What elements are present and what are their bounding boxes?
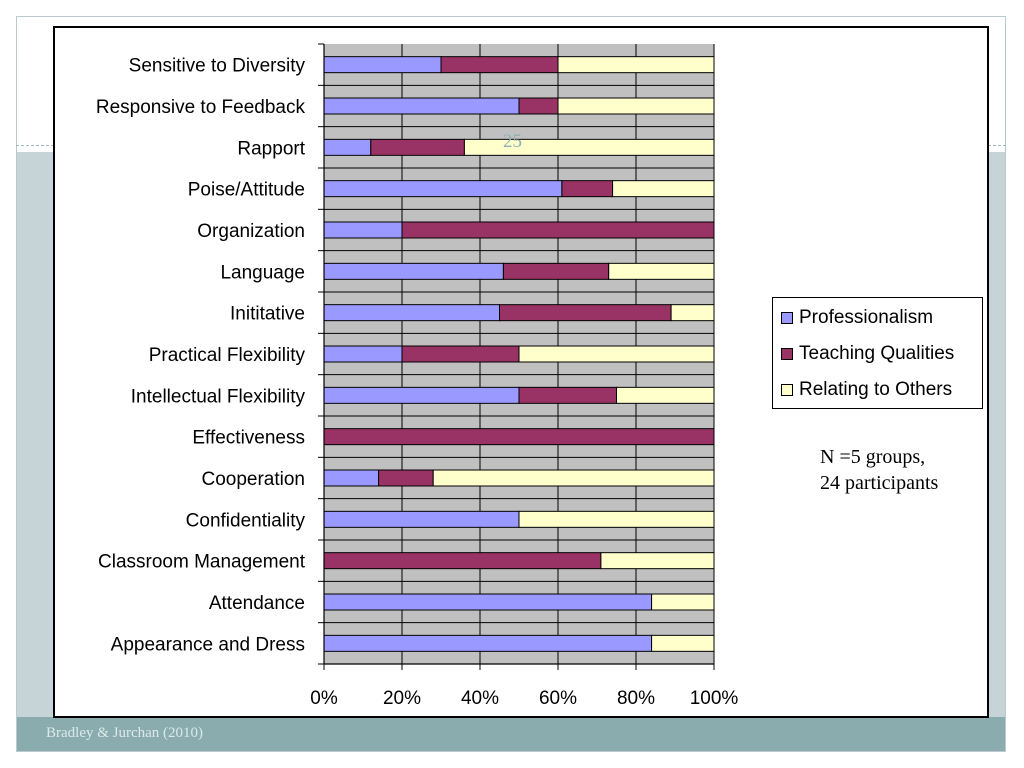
bar-professionalism-practical-flexibility [323,345,403,363]
category-label-effectiveness: Effectiveness [192,428,305,449]
bar-teaching-qualities-classroom-management [323,552,602,570]
bar-professionalism-poise-attitude [323,180,563,198]
legend-swatch-teaching-qualities [781,348,793,360]
bar-professionalism-appearance-and-dress [323,634,653,652]
sample-note-line-2: 24 participants [820,472,939,494]
category-label-practical-flexibility: Practical Flexibility [149,345,306,366]
legend-label-professionalism: Professionalism [799,307,934,328]
legend-label-teaching-qualities: Teaching Qualities [799,343,955,364]
category-label-confidentiality: Confidentiality [186,510,306,531]
footer-citation: Bradley & Jurchan (2010) [46,725,204,741]
bar-teaching-qualities-language [502,262,610,280]
bar-professionalism-responsive-to-feedback [323,97,520,115]
bar-teaching-qualities-poise-attitude [561,180,614,198]
legend-label-relating-to-others: Relating to Others [799,379,953,400]
slide-number: 25 [503,131,522,152]
bar-relating-to-others-language [608,262,715,280]
bar-relating-to-others-poise-attitude [612,180,715,198]
chart-legend: Professionalism Teaching Qualities Relat… [772,297,983,409]
bar-relating-to-others-inititative [670,304,715,322]
bar-teaching-qualities-organization [401,221,715,239]
category-label-intellectual-flexibility: Intellectual Flexibility [131,386,306,407]
legend-item-professionalism: Professionalism [781,306,933,330]
footer-bar [17,717,1005,751]
bar-professionalism-intellectual-flexibility [323,386,520,404]
bar-relating-to-others-rapport [463,138,715,156]
category-label-cooperation: Cooperation [201,469,305,490]
category-label-attendance: Attendance [209,593,305,614]
bar-professionalism-cooperation [323,469,380,487]
bar-teaching-qualities-cooperation [378,469,434,487]
x-tick-label: 0% [310,688,338,709]
bar-professionalism-inititative [323,304,500,322]
legend-item-relating-to-others: Relating to Others [781,378,952,402]
category-label-poise-attitude: Poise/Attitude [188,180,305,201]
bar-teaching-qualities-effectiveness [323,428,715,446]
bar-teaching-qualities-responsive-to-feedback [518,97,559,115]
x-tick-label: 80% [617,688,655,709]
legend-swatch-relating-to-others [781,384,793,396]
x-tick-label: 20% [383,688,421,709]
bar-professionalism-confidentiality [323,510,520,528]
bar-teaching-qualities-rapport [370,138,465,156]
bar-relating-to-others-practical-flexibility [518,345,715,363]
bar-relating-to-others-responsive-to-feedback [557,97,715,115]
legend-item-teaching-qualities: Teaching Qualities [781,342,954,366]
x-tick-label: 60% [539,688,577,709]
bar-teaching-qualities-practical-flexibility [401,345,520,363]
bar-teaching-qualities-sensitive-to-diversity [440,56,559,74]
category-label-sensitive-to-diversity: Sensitive to Diversity [129,56,306,77]
x-tick-label: 100% [690,688,739,709]
category-label-appearance-and-dress: Appearance and Dress [111,634,305,655]
sample-note-line-1: N =5 groups, [820,446,926,468]
bar-relating-to-others-classroom-management [600,552,715,570]
side-band-left [17,152,53,717]
category-label-inititative: Inititative [230,304,305,325]
bar-professionalism-organization [323,221,403,239]
bar-professionalism-attendance [323,593,653,611]
category-label-rapport: Rapport [237,138,305,159]
bar-teaching-qualities-inititative [499,304,672,322]
bar-relating-to-others-attendance [651,593,715,611]
category-label-classroom-management: Classroom Management [98,552,306,573]
legend-swatch-professionalism [781,312,793,324]
category-label-organization: Organization [197,221,305,242]
bar-relating-to-others-cooperation [432,469,715,487]
sample-note: N =5 groups, 24 participants [820,444,938,496]
bar-relating-to-others-confidentiality [518,510,715,528]
category-label-language: Language [220,262,305,283]
bar-professionalism-language [323,262,504,280]
x-tick-label: 40% [461,688,499,709]
side-band-right [988,152,1005,717]
category-label-responsive-to-feedback: Responsive to Feedback [96,97,306,118]
bar-professionalism-rapport [323,138,372,156]
bar-relating-to-others-sensitive-to-diversity [557,56,715,74]
bar-relating-to-others-intellectual-flexibility [616,386,715,404]
bar-teaching-qualities-intellectual-flexibility [518,386,617,404]
bar-professionalism-sensitive-to-diversity [323,56,442,74]
bar-relating-to-others-appearance-and-dress [651,634,715,652]
